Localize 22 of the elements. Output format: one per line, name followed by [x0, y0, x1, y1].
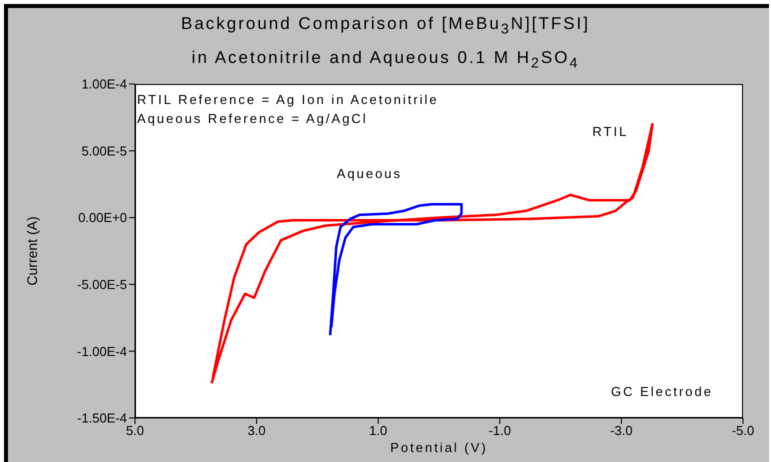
x-tick-label: -3.0	[610, 423, 633, 438]
y-tick-label: -1.00E-4	[77, 344, 127, 359]
x-tick-label: 5.0	[126, 423, 144, 438]
y-tick-label: 0.00E+0	[78, 210, 127, 226]
chart-title: Background Comparison of [MeBu$_{3}$N][TFSI]	[180, 14, 591, 38]
y-tick-label: -5.00E-5	[77, 277, 127, 292]
series-label: RTIL	[592, 124, 628, 140]
y-tick-label: -1.50E-4	[77, 410, 127, 426]
x-axis-title: Potential (V)	[389, 440, 489, 455]
x-tick-label: -1.0	[488, 423, 512, 438]
line-series	[328, 202, 463, 336]
chart-subtitle: in Acetonitrile and Aqueous 0.1 M H$_{2}$SO$_{4}$	[190, 48, 580, 72]
annotation: GC Electrode	[610, 384, 713, 399]
x-tick-label: -5.0	[732, 423, 754, 438]
annotation: Aqueous Reference = Ag/AgCl	[137, 111, 368, 126]
text: Aqueous	[336, 166, 402, 182]
x-tick-label: 1.0	[369, 423, 388, 438]
y-axis-title: Current (A)	[24, 216, 40, 286]
y-tick-label: 5.00E-5	[81, 143, 127, 158]
x-tick-label: 3.0	[248, 423, 266, 438]
y-tick-label: 1.00E-4	[81, 76, 127, 92]
annotation: RTIL Reference = Ag Ion in Acetonitrile	[137, 92, 439, 107]
